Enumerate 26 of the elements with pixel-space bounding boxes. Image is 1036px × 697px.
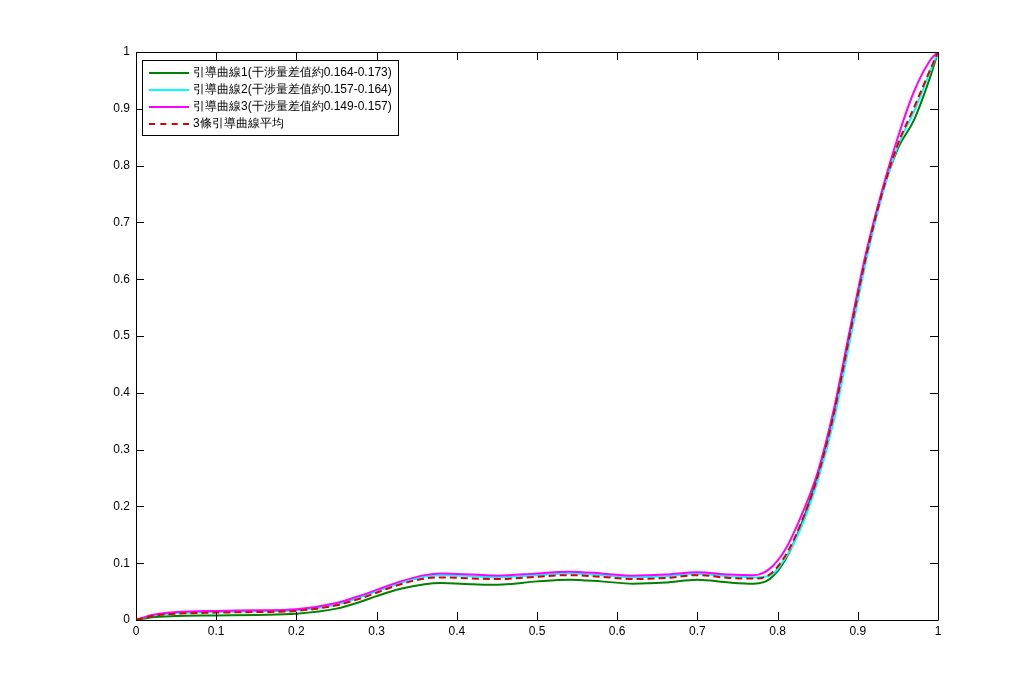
y-tick-label: 1 xyxy=(123,44,131,59)
x-tick-label: 0.2 xyxy=(288,623,306,638)
x-tick-label: 0.1 xyxy=(207,623,225,638)
legend-label: 引導曲線3(干涉量差值約0.149-0.157) xyxy=(193,98,392,115)
x-tick-label: 0.8 xyxy=(769,623,787,638)
x-tick-label: 0.5 xyxy=(528,623,546,638)
x-tick-label: 0.6 xyxy=(608,623,626,638)
x-tick-label: 0.3 xyxy=(368,623,386,638)
x-tick-label: 0.7 xyxy=(689,623,707,638)
legend-label: 引導曲線2(干涉量差值約0.157-0.164) xyxy=(193,81,392,98)
y-tick-label: 0.8 xyxy=(113,157,131,172)
y-tick-label: 0.9 xyxy=(113,101,131,116)
y-tick-label: 0.1 xyxy=(113,555,131,570)
y-tick-label: 0 xyxy=(123,612,131,627)
line-series xyxy=(136,52,938,620)
legend-label: 3條引導曲線平均 xyxy=(193,115,284,132)
legend-label: 引導曲線1(干涉量差值約0.164-0.173) xyxy=(193,64,392,81)
x-tick-label: 0.4 xyxy=(448,623,466,638)
y-tick-label: 0.6 xyxy=(113,271,131,286)
x-tick-label: 0.9 xyxy=(849,623,867,638)
y-tick-label: 0.3 xyxy=(113,441,131,456)
y-tick-label: 0.7 xyxy=(113,214,131,229)
y-tick-label: 0.5 xyxy=(113,328,131,343)
y-tick-label: 0.4 xyxy=(113,385,131,400)
y-tick-label: 0.2 xyxy=(113,498,131,513)
x-tick-label: 1 xyxy=(934,623,942,638)
